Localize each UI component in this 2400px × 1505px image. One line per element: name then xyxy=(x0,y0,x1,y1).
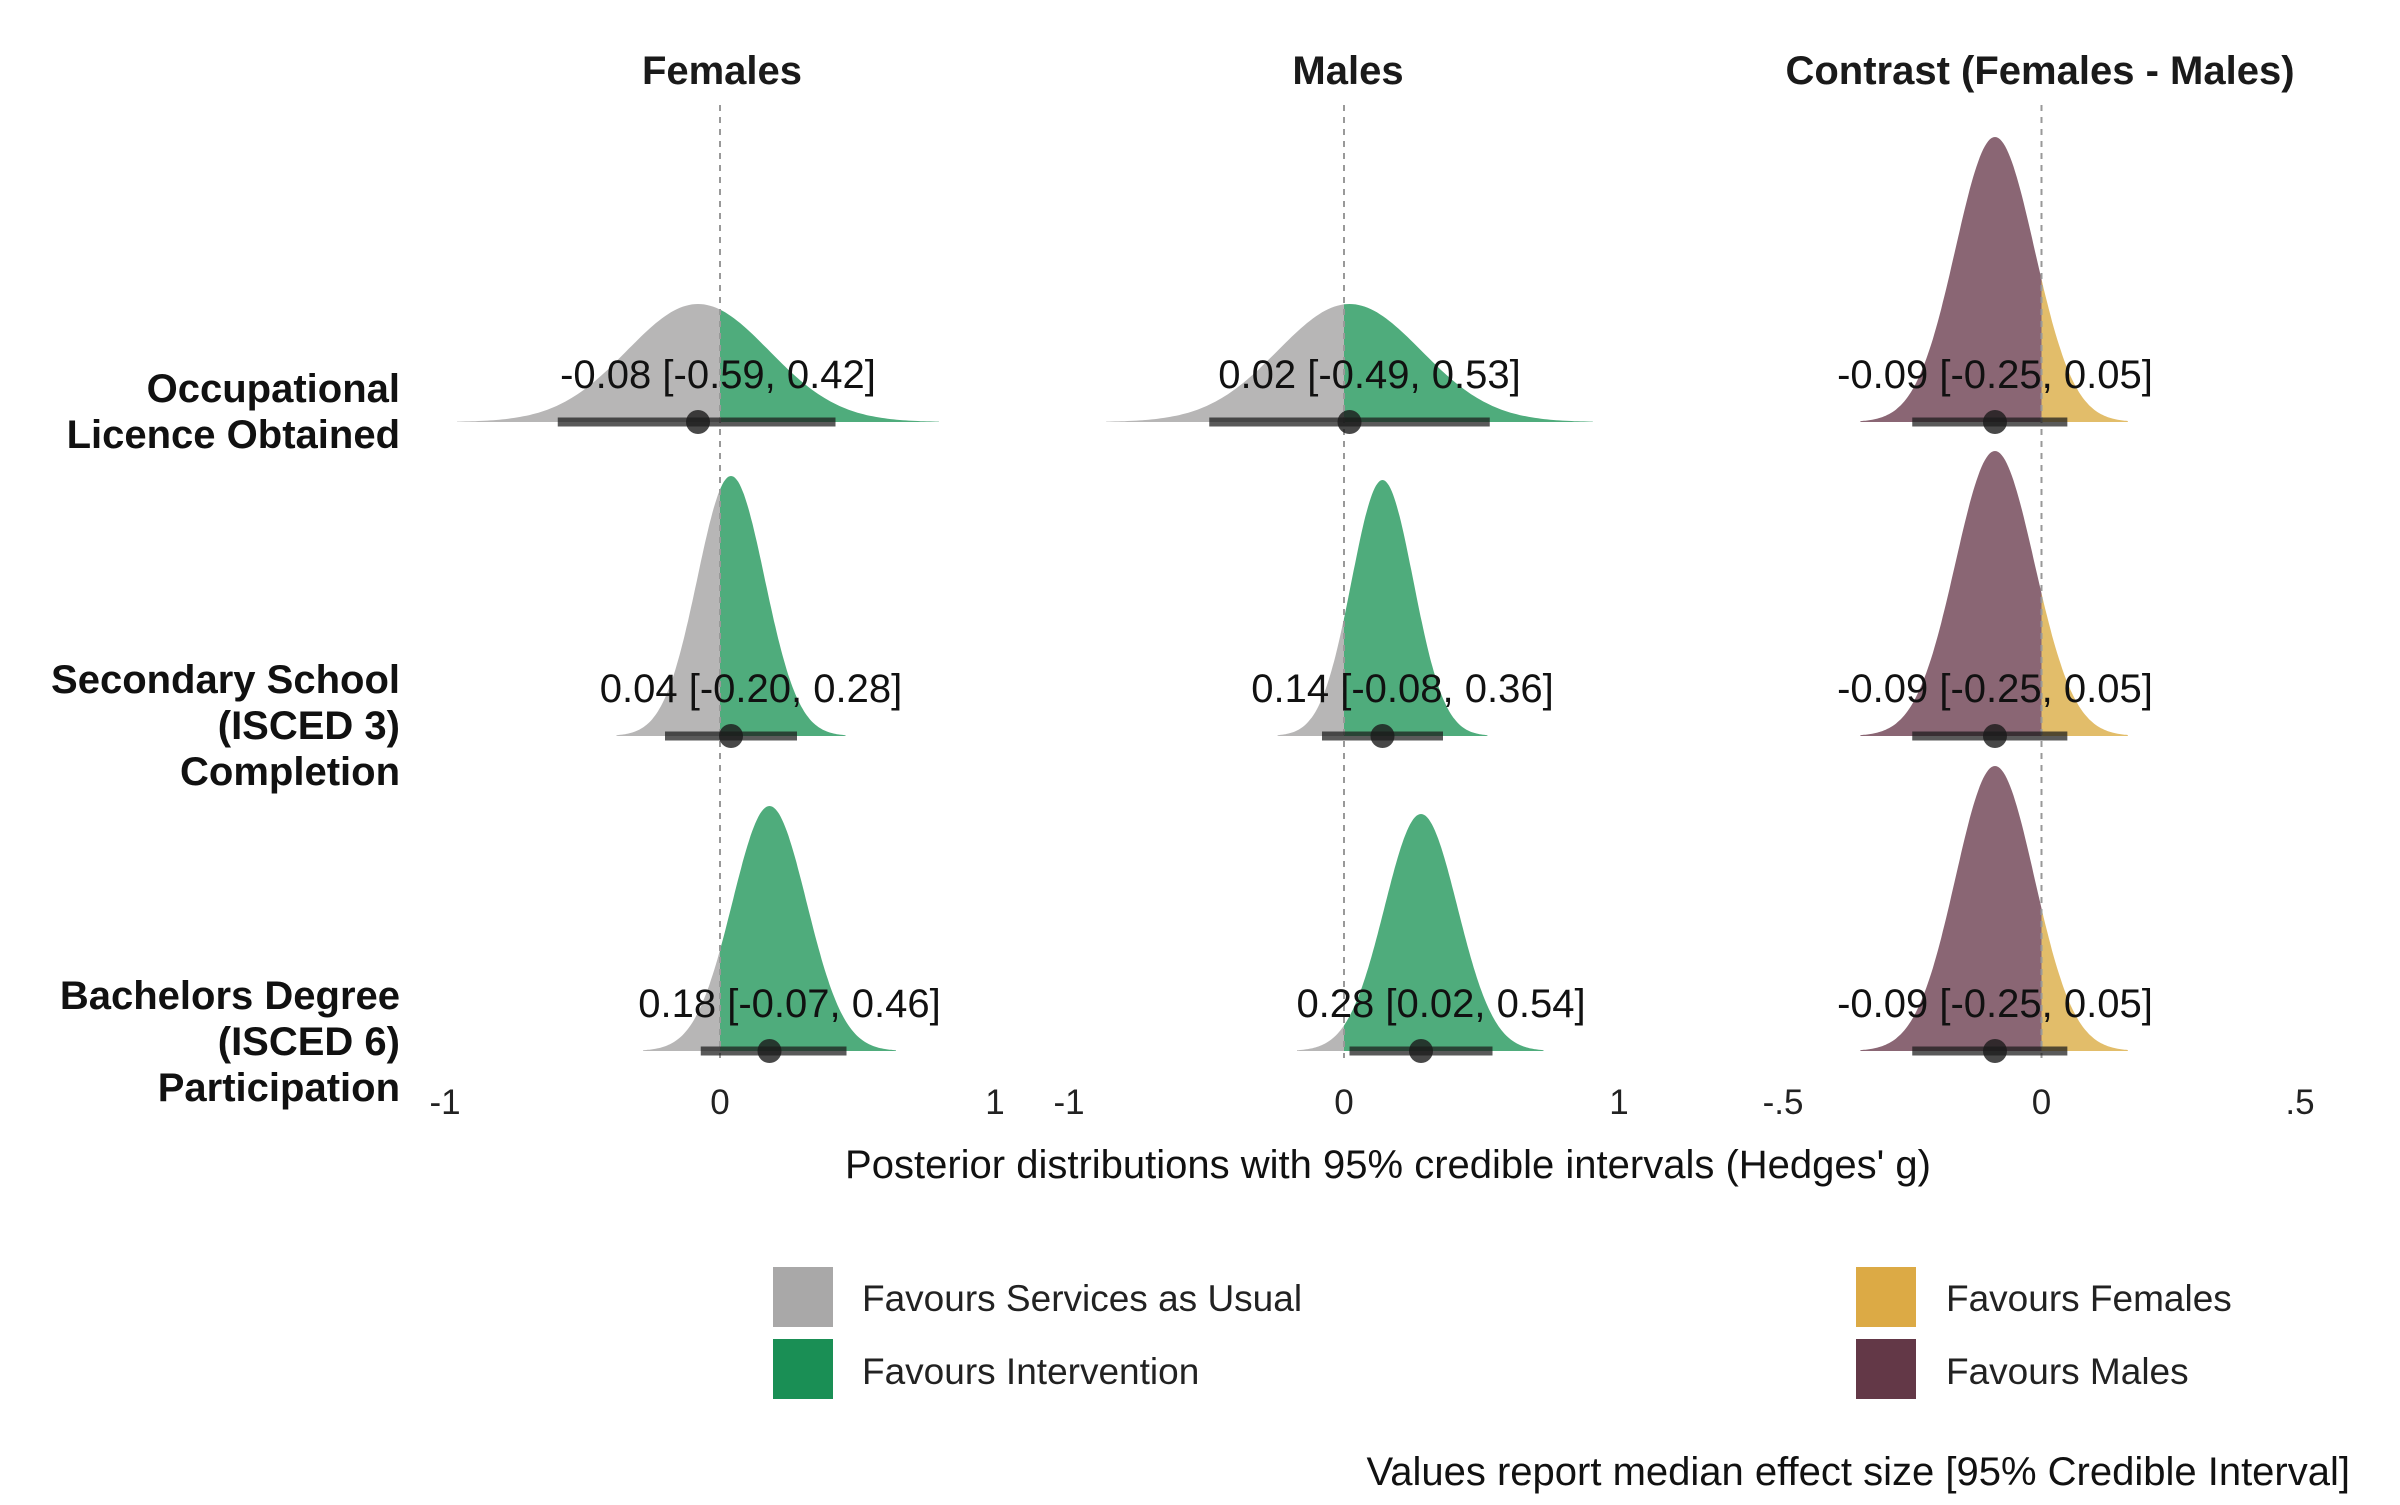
density-low-2-3 xyxy=(1297,1025,1344,1051)
median-point-1-1 xyxy=(686,410,710,434)
panel-title-2: Males xyxy=(1292,49,1403,93)
median-point-2-3 xyxy=(1409,1039,1433,1063)
tick-label-1-3: 1 xyxy=(985,1083,1004,1122)
tick-label-1-2: 0 xyxy=(710,1083,729,1122)
row-label-3-line-2: (ISCED 6) xyxy=(218,1020,400,1064)
legend-label-2: Favours Intervention xyxy=(862,1351,1199,1392)
density-high-1-3 xyxy=(720,806,896,1051)
median-point-1-3 xyxy=(757,1039,782,1063)
density-high-2-1 xyxy=(1344,304,1593,422)
panel-title-1: Females xyxy=(642,49,802,93)
estimate-label-3-3: -0.09 [-0.25, 0.05] xyxy=(1837,982,2153,1026)
legend-swatch-2 xyxy=(773,1339,833,1399)
density-low-1-2 xyxy=(616,489,720,736)
legend-label-3: Favours Females xyxy=(1946,1278,2232,1319)
tick-label-2-3: 1 xyxy=(1609,1083,1628,1122)
panel-title-3: Contrast (Females - Males) xyxy=(1785,49,2294,93)
row-label-2-line-2: (ISCED 3) xyxy=(218,704,400,748)
median-point-2-2 xyxy=(1370,724,1395,748)
median-point-2-1 xyxy=(1337,410,1362,434)
legend-label-1: Favours Services as Usual xyxy=(862,1278,1302,1319)
row-label-2-line-1: Secondary School xyxy=(51,658,400,702)
x-axis-title: Posterior distributions with 95% credibl… xyxy=(845,1143,1931,1187)
median-point-3-1 xyxy=(1982,410,2007,434)
density-high-2-2 xyxy=(1344,480,1488,736)
density-high-1-2 xyxy=(720,476,846,736)
row-label-1-line-2: Licence Obtained xyxy=(67,413,400,457)
density-high-1-1 xyxy=(720,309,939,422)
density-high-2-3 xyxy=(1344,814,1544,1051)
estimate-label-2-3: 0.28 [0.02, 0.54] xyxy=(1296,982,1585,1026)
estimate-label-1-2: 0.04 [-0.20, 0.28] xyxy=(600,667,902,711)
row-label-3-line-3: Participation xyxy=(158,1066,400,1110)
row-label-1-line-1: Occupational xyxy=(147,367,400,411)
density-low-1-3 xyxy=(643,950,720,1051)
tick-label-3-3: .5 xyxy=(2285,1083,2314,1122)
legend-label-4: Favours Males xyxy=(1946,1351,2189,1392)
tick-label-3-1: -.5 xyxy=(1763,1083,1804,1122)
density-high-3-3 xyxy=(2041,908,2128,1051)
legend-swatch-3 xyxy=(1856,1267,1916,1327)
tick-label-1-1: -1 xyxy=(429,1083,460,1122)
estimate-label-1-1: -0.08 [-0.59, 0.42] xyxy=(560,353,876,397)
tick-label-2-2: 0 xyxy=(1334,1083,1353,1122)
estimate-label-2-2: 0.14 [-0.08, 0.36] xyxy=(1251,667,1553,711)
density-low-3-3 xyxy=(1860,766,2042,1051)
median-point-1-2 xyxy=(719,724,743,748)
density-low-3-1 xyxy=(1860,137,2042,422)
legend-swatch-4 xyxy=(1856,1339,1916,1399)
tick-label-2-1: -1 xyxy=(1053,1083,1084,1122)
estimate-label-3-1: -0.09 [-0.25, 0.05] xyxy=(1837,353,2153,397)
density-low-2-1 xyxy=(1106,304,1344,422)
row-label-2-line-3: Completion xyxy=(180,750,400,794)
density-high-3-1 xyxy=(2041,279,2128,422)
median-point-3-3 xyxy=(1982,1039,2007,1063)
estimate-label-3-2: -0.09 [-0.25, 0.05] xyxy=(1837,667,2153,711)
tick-label-3-2: 0 xyxy=(2032,1083,2051,1122)
legend-swatch-1 xyxy=(773,1267,833,1327)
density-low-1-1 xyxy=(457,304,720,422)
density-high-3-2 xyxy=(2041,593,2128,736)
row-label-3-line-1: Bachelors Degree xyxy=(60,974,400,1018)
estimate-label-2-1: 0.02 [-0.49, 0.53] xyxy=(1218,353,1520,397)
density-low-2-2 xyxy=(1277,618,1344,736)
chart-caption: Values report median effect size [95% Cr… xyxy=(1367,1450,2350,1494)
median-point-3-2 xyxy=(1982,724,2007,748)
estimate-label-1-3: 0.18 [-0.07, 0.46] xyxy=(638,982,940,1026)
density-low-3-2 xyxy=(1860,451,2042,736)
